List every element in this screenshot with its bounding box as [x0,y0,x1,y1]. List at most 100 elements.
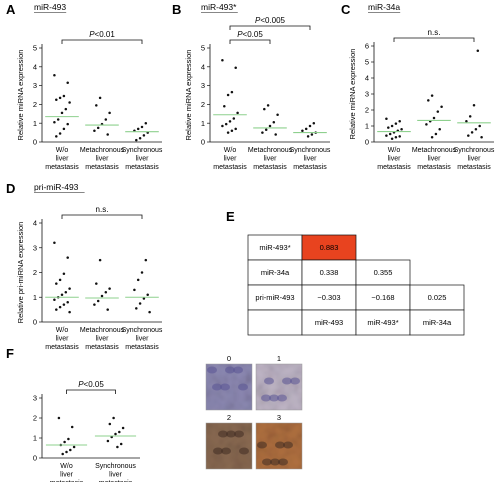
y-tick-label: 1 [33,434,37,443]
column-header-cell [409,309,465,336]
data-point [66,81,69,85]
y-tick-label: 4 [365,74,369,83]
data-point [58,96,62,100]
ihc-cell-blob [226,430,236,438]
value-cell [355,284,411,311]
data-point [62,94,66,98]
y-tick-label: 3 [33,394,37,403]
data-point [66,122,69,126]
data-point [62,127,66,131]
ihc-image-score-2 [206,423,252,469]
data-point [118,430,121,434]
correlation-value: 0.883 [320,243,339,252]
data-point [230,129,234,132]
y-tick-label: 2 [33,268,37,277]
scatter-panel-mir-493-star: miR-493* 0 1 2 3 4 5 Relative miRNA expression W… [184,2,331,171]
x-tick-label-metachronous-liver-metastasis: Metachronous liver metastasis [80,147,125,171]
ihc-cell-blob [212,383,222,391]
panel-title: miR-493* [201,2,237,12]
data-point [266,104,270,107]
data-point [60,293,64,297]
correlation-table: miR-493* 0.883 miR-34a 0.338 0.355 pri-miR-49… [247,234,465,336]
data-point [234,66,237,69]
data-point [390,124,394,128]
ihc-cell-blob [257,441,267,449]
data-point [136,127,140,131]
data-point [385,134,388,137]
data-point [308,124,312,128]
significance-bracket [61,39,143,44]
scatter-panel-mir-34a: miR-34a 0 1 2 3 4 5 6 Relative miRNA expression W… [348,2,495,171]
significance-bracket [66,389,116,394]
ihc-image-frame [255,422,303,470]
significance-label: P<0.05 [78,380,104,389]
data-point [221,124,224,128]
ihc-cell-blob [270,458,280,466]
data-point [62,272,66,275]
data-point [226,93,230,97]
data-point [53,298,56,301]
column-header-cell [355,309,411,336]
data-point [427,99,430,102]
data-point [119,442,123,446]
data-point [264,128,268,132]
data-point [234,127,237,131]
y-tick-label: 1 [33,119,37,128]
y-tick-label: 5 [33,44,37,53]
highlighted-cell [301,234,357,261]
data-point [400,127,403,131]
data-point [58,278,62,282]
data-point [232,117,236,120]
ihc-cell-blob [275,441,285,449]
data-point [438,127,441,131]
ihc-cell-blob [283,441,293,449]
data-point [436,110,440,113]
data-point [70,425,74,429]
ihc-cell-blob [225,366,235,374]
correlation-value: 0.025 [428,293,447,302]
x-tick-label-metachronous-liver-metastasis: Metachronous liver metastasis [248,147,293,171]
correlation-value: 0.355 [374,268,393,277]
data-point [136,278,140,282]
data-point [476,49,480,53]
data-point [63,440,66,444]
ihc-cell-blob [207,366,217,374]
ihc-image-grid: 0 1 2 3 [205,354,303,470]
ihc-score-label-3: 3 [277,413,281,422]
data-point [272,121,276,124]
data-point [432,116,436,120]
data-point [144,258,148,262]
data-point [474,127,478,131]
ihc-cell-blob [238,383,248,391]
data-point [106,133,109,136]
data-point [135,307,138,310]
ihc-cell-blob [220,383,230,391]
y-tick-label: 2 [33,414,37,423]
panel-label-d: D [6,181,15,196]
data-point [95,104,98,107]
data-point [146,293,149,297]
data-point [434,132,438,136]
ihc-image-frame [255,363,303,411]
data-point [100,294,104,298]
data-point [67,437,70,441]
ihc-cell-blob [290,377,300,385]
data-point [53,121,56,124]
ihc-cell-blob [278,458,288,466]
y-tick-label: 0 [33,454,37,463]
data-point [388,132,392,136]
y-tick-label: 5 [365,58,369,67]
data-point [276,113,279,116]
data-point [140,125,144,129]
data-point [224,122,228,126]
row-label-mir-34a: miR-34a [261,268,290,277]
data-point [468,115,472,118]
data-point [104,291,108,294]
data-point [440,105,443,109]
data-point [108,287,111,290]
correlation-value: −0.303 [317,293,340,302]
